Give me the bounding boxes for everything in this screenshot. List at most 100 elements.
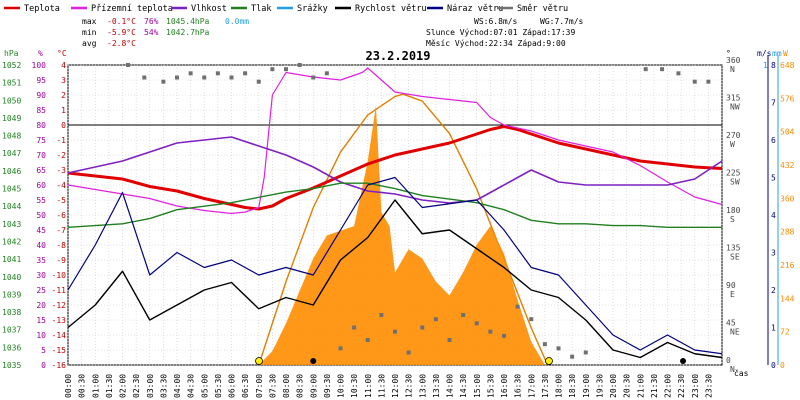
legend-label-temperature: Teplota bbox=[24, 4, 60, 14]
ms-tick: 5 bbox=[771, 174, 776, 183]
wind-direction-point bbox=[660, 67, 665, 72]
x-tick: 00:30 bbox=[78, 374, 87, 398]
wind-direction-point bbox=[515, 304, 520, 309]
legend-label-humidity: Vlhkost bbox=[191, 4, 227, 14]
wind-direction-point bbox=[365, 338, 370, 342]
hpa-tick: 1038 bbox=[2, 308, 21, 317]
w-tick: 288 bbox=[780, 228, 795, 237]
percent-tick: 0 bbox=[41, 361, 46, 370]
hpa-tick: 1039 bbox=[2, 290, 21, 299]
ms-tick: 2 bbox=[771, 286, 776, 295]
x-tick: 04:30 bbox=[187, 374, 196, 398]
hpa-tick: 1050 bbox=[2, 96, 21, 105]
wind-direction-point bbox=[676, 71, 681, 76]
direction-tick: 180 bbox=[726, 206, 741, 215]
x-tick: 10:30 bbox=[350, 374, 359, 398]
percent-tick: 20 bbox=[36, 301, 46, 310]
stats-max-rain: 0.0mm bbox=[225, 17, 249, 26]
wind-direction-point bbox=[474, 321, 479, 326]
hpa-tick: 1045 bbox=[2, 185, 21, 194]
percent-tick: 80 bbox=[36, 121, 46, 130]
direction-tick: 315 bbox=[726, 94, 741, 103]
legend-label-wind_speed: Rychlost větru bbox=[355, 4, 427, 14]
x-tick: 20:00 bbox=[609, 374, 618, 398]
x-tick: 08:30 bbox=[296, 374, 305, 398]
x-tick: 09:30 bbox=[323, 374, 332, 398]
celsius-tick: -10 bbox=[52, 271, 67, 280]
wind-direction-point bbox=[379, 313, 384, 317]
ms-tick: 8 bbox=[771, 61, 776, 70]
wind-direction-point bbox=[529, 317, 534, 322]
hpa-tick: 1041 bbox=[2, 255, 21, 264]
celsius-tick: 1 bbox=[61, 106, 66, 115]
celsius-tick: -13 bbox=[52, 316, 67, 325]
x-tick: 18:30 bbox=[568, 374, 577, 398]
percent-tick: 15 bbox=[36, 316, 46, 325]
x-tick: 19:30 bbox=[595, 374, 604, 398]
percent-tick: 95 bbox=[36, 76, 46, 85]
wind-direction-point bbox=[352, 325, 357, 330]
percent-tick: 65 bbox=[36, 166, 46, 175]
wind-direction-point bbox=[161, 79, 166, 84]
wind-direction-point bbox=[406, 350, 411, 355]
ms-tick: 4 bbox=[771, 211, 776, 220]
w-tick: 648 bbox=[780, 61, 795, 70]
stats-min-temp: -5.9°C bbox=[107, 28, 136, 37]
hpa-tick: 1051 bbox=[2, 79, 21, 88]
x-tick: 01:30 bbox=[105, 374, 114, 398]
x-tick: 14:00 bbox=[446, 374, 455, 398]
celsius-tick: 3 bbox=[61, 76, 66, 85]
direction-name: N bbox=[730, 65, 735, 74]
stats-max-label: max bbox=[82, 17, 97, 26]
legend-label-dew_point: Přízemní teplota bbox=[91, 4, 173, 14]
w-tick: 576 bbox=[780, 94, 795, 103]
x-tick: 04:00 bbox=[173, 374, 182, 398]
celsius-tick: -14 bbox=[52, 331, 67, 340]
x-tick: 12:00 bbox=[391, 374, 400, 398]
hpa-tick: 1036 bbox=[2, 343, 21, 352]
stats-avg-temp: -2.8°C bbox=[107, 39, 136, 48]
celsius-tick: -15 bbox=[52, 346, 67, 355]
ms-tick: 1 bbox=[771, 324, 776, 333]
percent-tick: 60 bbox=[36, 181, 46, 190]
left-axes: hPa% °C1035103610371038103910401041104210… bbox=[2, 49, 67, 370]
celsius-tick: -5 bbox=[56, 196, 66, 205]
ms-tick: 3 bbox=[771, 249, 776, 258]
percent-tick: 50 bbox=[36, 211, 46, 220]
x-tick: 13:30 bbox=[432, 374, 441, 398]
x-tick: 18:00 bbox=[555, 374, 564, 398]
hpa-tick: 1044 bbox=[2, 202, 21, 211]
mm-tick: 1 bbox=[763, 61, 768, 70]
x-tick: 02:00 bbox=[119, 374, 128, 398]
wind-direction-point bbox=[488, 329, 493, 334]
wind-direction-point bbox=[324, 71, 329, 76]
wind-gust-stat: WG:7.7m/s bbox=[540, 17, 584, 26]
hpa-tick: 1043 bbox=[2, 220, 21, 229]
w-axis-label: W bbox=[783, 49, 788, 58]
direction-name: SW bbox=[730, 178, 740, 187]
solar-radiation-area bbox=[258, 105, 545, 366]
x-tick: 05:30 bbox=[214, 374, 223, 398]
x-tick: 07:00 bbox=[255, 374, 264, 398]
wind-direction-point bbox=[270, 67, 275, 72]
wind-speed-stat: WS:6.8m/s bbox=[474, 17, 518, 26]
x-tick: 00:00 bbox=[64, 374, 73, 398]
percent-tick: 40 bbox=[36, 241, 46, 250]
w-tick: 504 bbox=[780, 128, 795, 137]
legend-label-pressure: Tlak bbox=[251, 4, 271, 14]
wind-direction-point bbox=[461, 313, 466, 317]
ms-axis-label: m/s bbox=[757, 49, 772, 58]
hpa-tick: 1052 bbox=[2, 61, 21, 70]
wind-direction-point bbox=[284, 67, 288, 72]
x-tick: 06:30 bbox=[241, 374, 250, 398]
x-tick: 17:30 bbox=[541, 374, 550, 398]
stats-max-press: 1045.4hPa bbox=[166, 17, 210, 26]
x-tick: 15:00 bbox=[473, 374, 482, 398]
celsius-tick: 0 bbox=[61, 121, 66, 130]
wind_speed-line bbox=[67, 199, 723, 359]
direction-tick: 360 bbox=[726, 56, 741, 65]
x-axis-label: čas bbox=[734, 368, 749, 378]
percent-axis-label: % bbox=[38, 49, 43, 58]
hpa-tick: 1047 bbox=[2, 149, 21, 158]
hpa-tick: 1037 bbox=[2, 326, 21, 335]
